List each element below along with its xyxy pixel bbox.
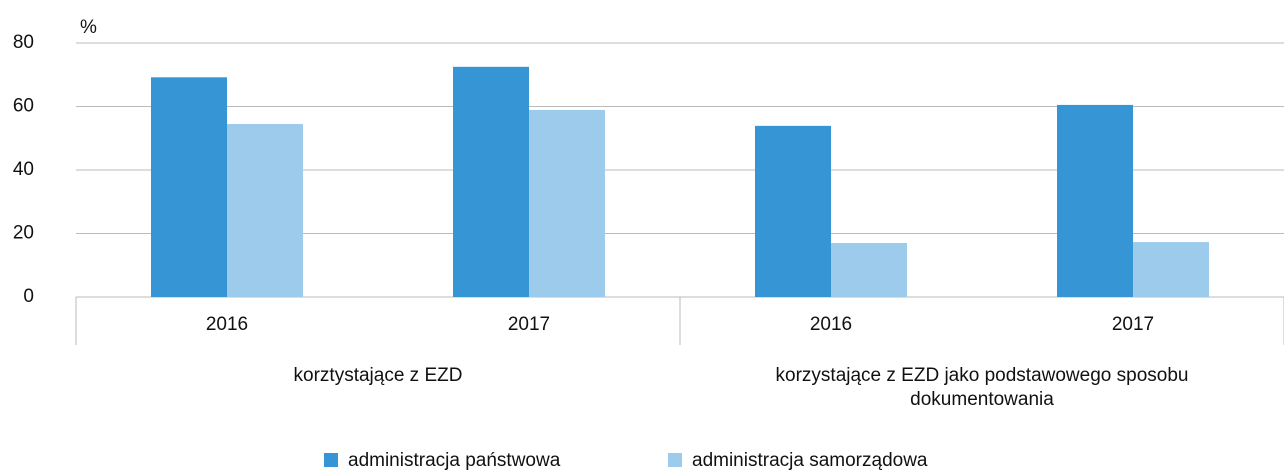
bar (151, 77, 227, 297)
bar (831, 243, 907, 297)
bar (1133, 242, 1209, 297)
bar (529, 109, 605, 298)
y-tick-label: 40 (13, 159, 34, 180)
bar (1057, 104, 1133, 297)
group-label: korzystające z EZD jako podstawowego spo… (775, 365, 1189, 410)
legend-swatch (668, 453, 682, 467)
y-tick-label: 80 (13, 32, 34, 53)
legend-label: administracja samorządowa (692, 450, 928, 471)
y-tick-label: 60 (13, 96, 34, 117)
group-label: korztystające z EZD (293, 365, 463, 386)
x-tick-label: 2016 (810, 314, 852, 335)
legend-label: administracja państwowa (348, 450, 561, 471)
bar (755, 125, 831, 298)
legend-swatch (324, 453, 338, 467)
bar (227, 123, 303, 298)
y-tick-label: 0 (23, 286, 34, 307)
y-axis-label: % (80, 17, 97, 38)
x-tick-label: 2016 (206, 314, 248, 335)
x-tick-label: 2017 (508, 314, 550, 335)
y-tick-label: 20 (13, 223, 34, 244)
bar (453, 66, 529, 297)
x-tick-label: 2017 (1112, 314, 1154, 335)
